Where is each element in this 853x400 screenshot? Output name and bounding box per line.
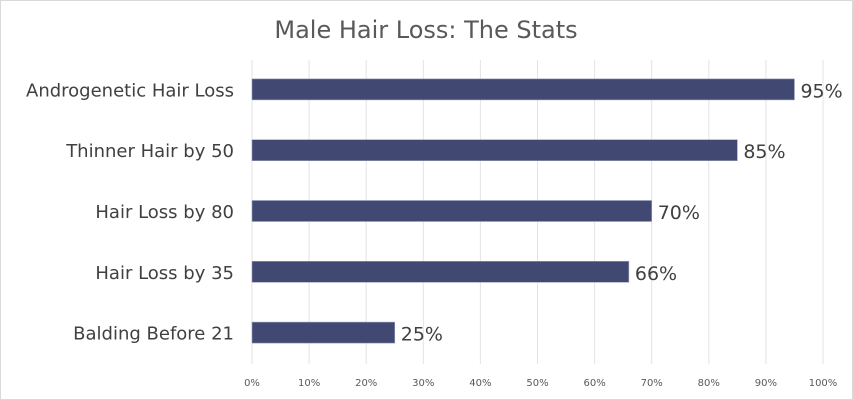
data-label: 85% [743, 141, 785, 163]
data-label: 70% [658, 202, 700, 224]
x-tick-label: 70% [641, 378, 663, 389]
x-tick-label: 0% [244, 378, 260, 389]
x-tick-label: 20% [355, 378, 377, 389]
category-label: Balding Before 21 [73, 324, 234, 345]
x-tick-label: 60% [583, 378, 605, 389]
data-label: 66% [635, 263, 677, 285]
data-label: 25% [401, 324, 443, 346]
x-tick-label: 40% [469, 378, 491, 389]
bar [251, 78, 795, 101]
category-label: Androgenetic Hair Loss [26, 80, 234, 101]
chart-title: Male Hair Loss: The Stats [274, 16, 577, 44]
bar [251, 321, 396, 344]
x-tick-label: 10% [298, 378, 320, 389]
x-tick-label: 80% [698, 378, 720, 389]
x-tick-label: 100% [809, 378, 838, 389]
x-tick-label: 50% [526, 378, 548, 389]
bar [251, 200, 653, 222]
category-label: Hair Loss by 80 [95, 202, 234, 223]
data-label: 95% [800, 80, 842, 102]
x-tick-label: 30% [412, 378, 434, 389]
category-label: Thinner Hair by 50 [65, 141, 234, 162]
x-tick-label: 90% [755, 378, 777, 389]
bar [251, 139, 738, 161]
category-label: Hair Loss by 35 [95, 263, 234, 284]
bar [251, 260, 630, 283]
